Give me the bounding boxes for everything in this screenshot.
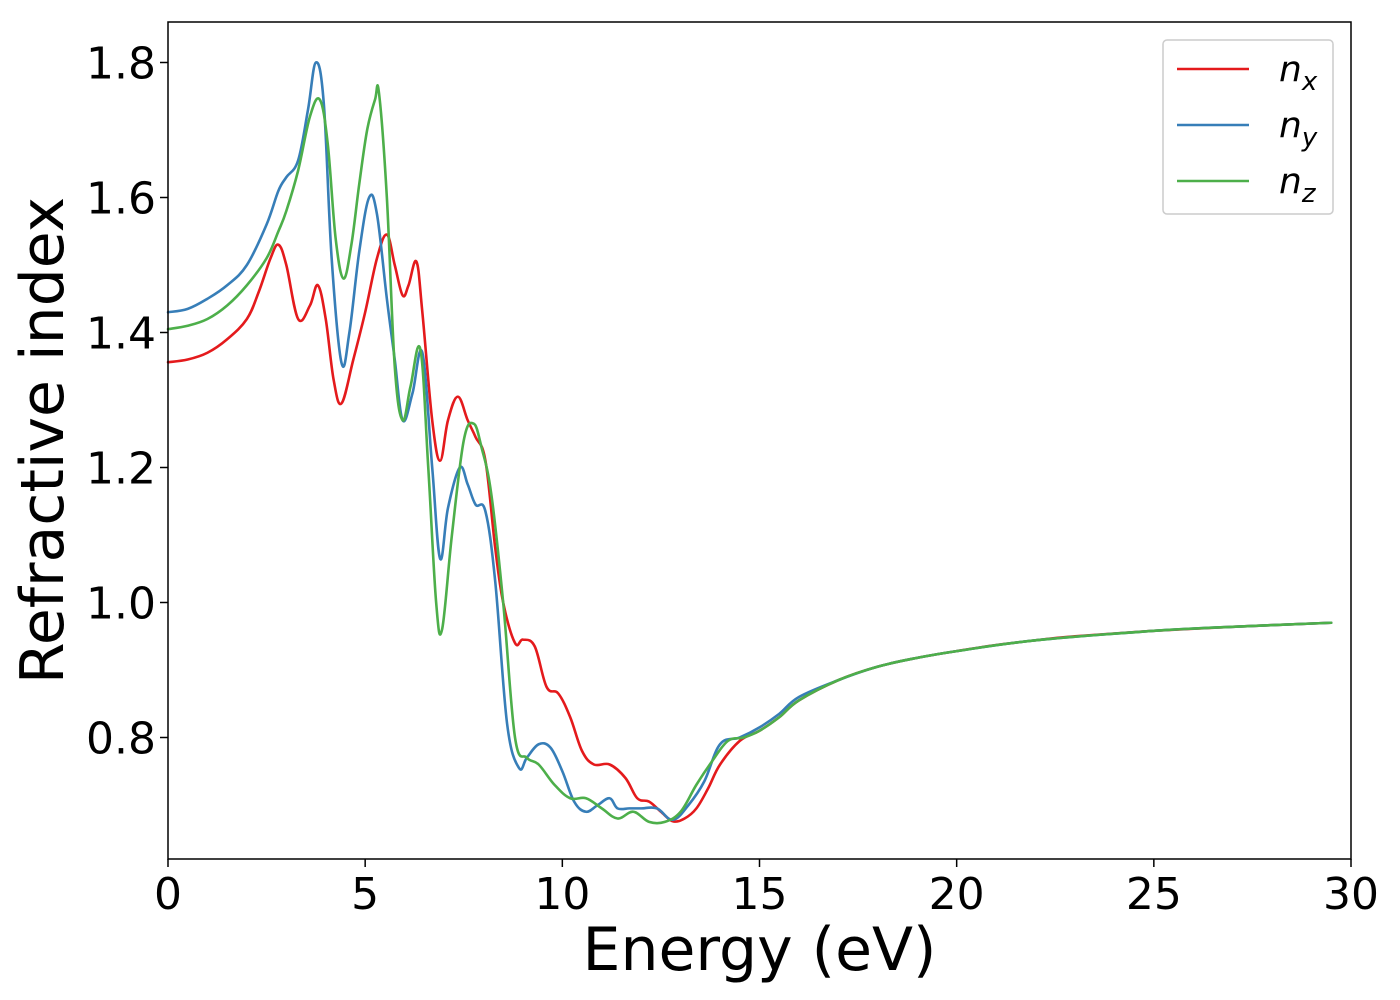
legend-label-n-x: nx: [1279, 49, 1318, 97]
y-tick-label: 0.8: [86, 714, 156, 765]
x-tick-label: 10: [534, 869, 590, 920]
x-tick-label: 0: [154, 869, 182, 920]
y-tick-label: 1.6: [86, 174, 156, 225]
y-tick-label: 1.8: [86, 39, 156, 90]
legend-label-n-z: nz: [1279, 161, 1317, 209]
y-tick-label: 1.2: [86, 444, 156, 495]
y-tick-label: 1.4: [86, 309, 156, 360]
legend-label-n-y: ny: [1279, 105, 1318, 153]
legend-box: [1162, 39, 1334, 215]
series-line-n-z: [166, 84, 1333, 825]
x-axis: 0 5 10 15 20 25 30: [154, 859, 1379, 920]
series-line-n-y: [166, 61, 1333, 822]
x-tick-label: 15: [732, 869, 788, 920]
x-axis-label: Energy (eV): [583, 915, 937, 985]
x-tick-label: 5: [351, 869, 379, 920]
y-tick-label: 1.0: [86, 579, 156, 630]
series-layer: [166, 61, 1333, 825]
y-axis: 0.8 1.0 1.2 1.4 1.6 1.8: [86, 39, 168, 765]
x-tick-label: 30: [1323, 869, 1379, 920]
x-tick-label: 25: [1126, 869, 1182, 920]
y-axis-label: Refractive index: [8, 197, 78, 684]
x-tick-label: 20: [929, 869, 985, 920]
legend-items: nx ny nz: [1177, 49, 1318, 209]
legend: nx ny nz: [1162, 39, 1334, 215]
